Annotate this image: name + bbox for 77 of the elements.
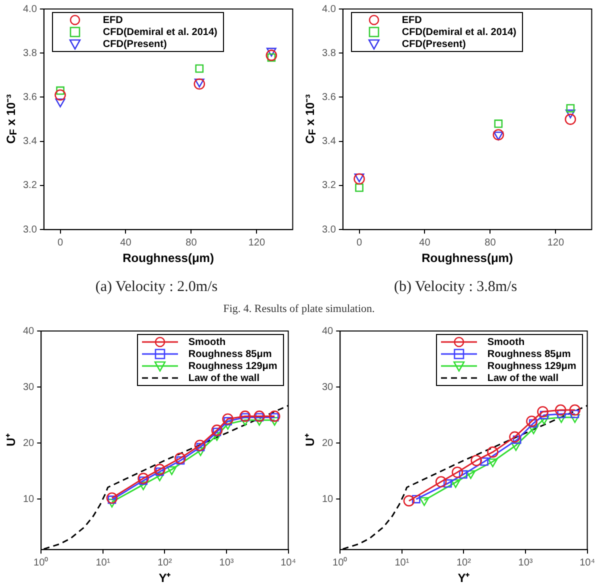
x-axis-title: Y⁺ — [458, 571, 470, 586]
y-tick-label: 3.4 — [22, 136, 38, 148]
point — [55, 98, 66, 108]
y-tick-label: 20 — [322, 438, 334, 449]
text: (b) Velocity : 3.8m/s — [394, 278, 518, 295]
point — [493, 132, 504, 140]
x-tick-label: 10³ — [219, 557, 234, 568]
x-axis-title: Y⁺ — [158, 571, 171, 586]
point — [266, 50, 278, 61]
y-tick-label: 40 — [322, 326, 334, 337]
caption: Fig. 4. Results of plate simulation. — [222, 303, 376, 315]
legend-label: Roughness 85μm — [487, 348, 571, 360]
x-tick-label: 40 — [120, 237, 132, 248]
legend-label: Law of the wall — [188, 372, 260, 384]
point — [565, 110, 576, 118]
legend-label: Law of the wall — [487, 372, 558, 384]
point — [195, 64, 204, 73]
y-tick-label: 3.2 — [22, 180, 38, 192]
legend-label: Roughness 85μm — [188, 348, 272, 360]
point — [194, 78, 204, 88]
legend-label: CFD(Present) — [402, 38, 466, 50]
y-tick-label: 30 — [322, 382, 334, 393]
x-tick-label: 120 — [547, 237, 564, 248]
point — [355, 184, 364, 192]
y-axis-title: U⁺ — [3, 434, 19, 447]
text: (a) Velocity : 2.0m/s — [95, 278, 218, 295]
y-tick-label: 3.6 — [22, 92, 38, 103]
x-tick-label: 10¹ — [394, 557, 410, 568]
legend-label: Roughness 129μm — [487, 360, 576, 372]
x-tick-label: 10⁰ — [34, 556, 49, 568]
y-tick-label: 3.8 — [322, 48, 336, 59]
point — [54, 89, 66, 101]
x-tick-label: 10² — [456, 557, 472, 568]
legend-label: EFD — [102, 14, 123, 26]
legend-label: Roughness 129μm — [188, 360, 278, 372]
legend-label: EFD — [402, 14, 422, 26]
x-tick-label: 80 — [186, 237, 198, 248]
y-axis-title: U⁺ — [302, 434, 318, 447]
y-tick-label: 20 — [23, 438, 35, 449]
x-tick-label: 120 — [248, 237, 266, 248]
x-tick-label: 10³ — [518, 557, 534, 568]
x-tick-label: 40 — [419, 237, 431, 248]
legend-label: Smooth — [487, 336, 525, 348]
x-tick-label: 10⁴ — [580, 557, 595, 568]
y-tick-label: 10 — [322, 494, 334, 505]
legend-label: Smooth — [188, 336, 226, 348]
y-tick-label: 3.6 — [322, 92, 336, 103]
y-tick-label: 3.0 — [22, 224, 38, 236]
y-tick-label: 40 — [23, 326, 35, 337]
y-tick-label: 4.0 — [22, 4, 38, 15]
x-tick-label: 80 — [484, 237, 496, 248]
legend-label: CFD(Demiral et al. 2014) — [402, 26, 516, 38]
y-tick-label: 3.8 — [22, 48, 38, 59]
point — [492, 129, 504, 140]
y-tick-label: 10 — [23, 494, 35, 505]
x-tick-label: 0 — [356, 237, 362, 248]
point — [494, 120, 503, 128]
y-tick-label: 30 — [23, 382, 35, 393]
legend-label: CFD(Present) — [102, 38, 167, 50]
x-tick-label: 10⁰ — [332, 556, 348, 568]
x-tick-label: 0 — [57, 237, 64, 248]
point — [56, 86, 64, 95]
x-axis-title: Roughness(μm) — [422, 251, 513, 266]
point — [267, 53, 276, 62]
x-tick-label: 10¹ — [96, 557, 111, 568]
legend-label: CFD(Demiral et al. 2014) — [102, 26, 218, 38]
y-tick-label: 3.0 — [322, 224, 336, 236]
point — [564, 114, 576, 125]
point — [266, 48, 276, 57]
x-axis-title: Roughness(μm) — [122, 251, 214, 266]
x-tick-label: 10² — [157, 557, 173, 568]
y-tick-label: 3.4 — [322, 136, 336, 148]
y-tick-label: 4.0 — [322, 4, 336, 15]
point — [354, 174, 364, 182]
x-tick-label: 10⁴ — [280, 557, 296, 568]
point — [566, 104, 575, 112]
y-tick-label: 3.2 — [322, 180, 336, 192]
